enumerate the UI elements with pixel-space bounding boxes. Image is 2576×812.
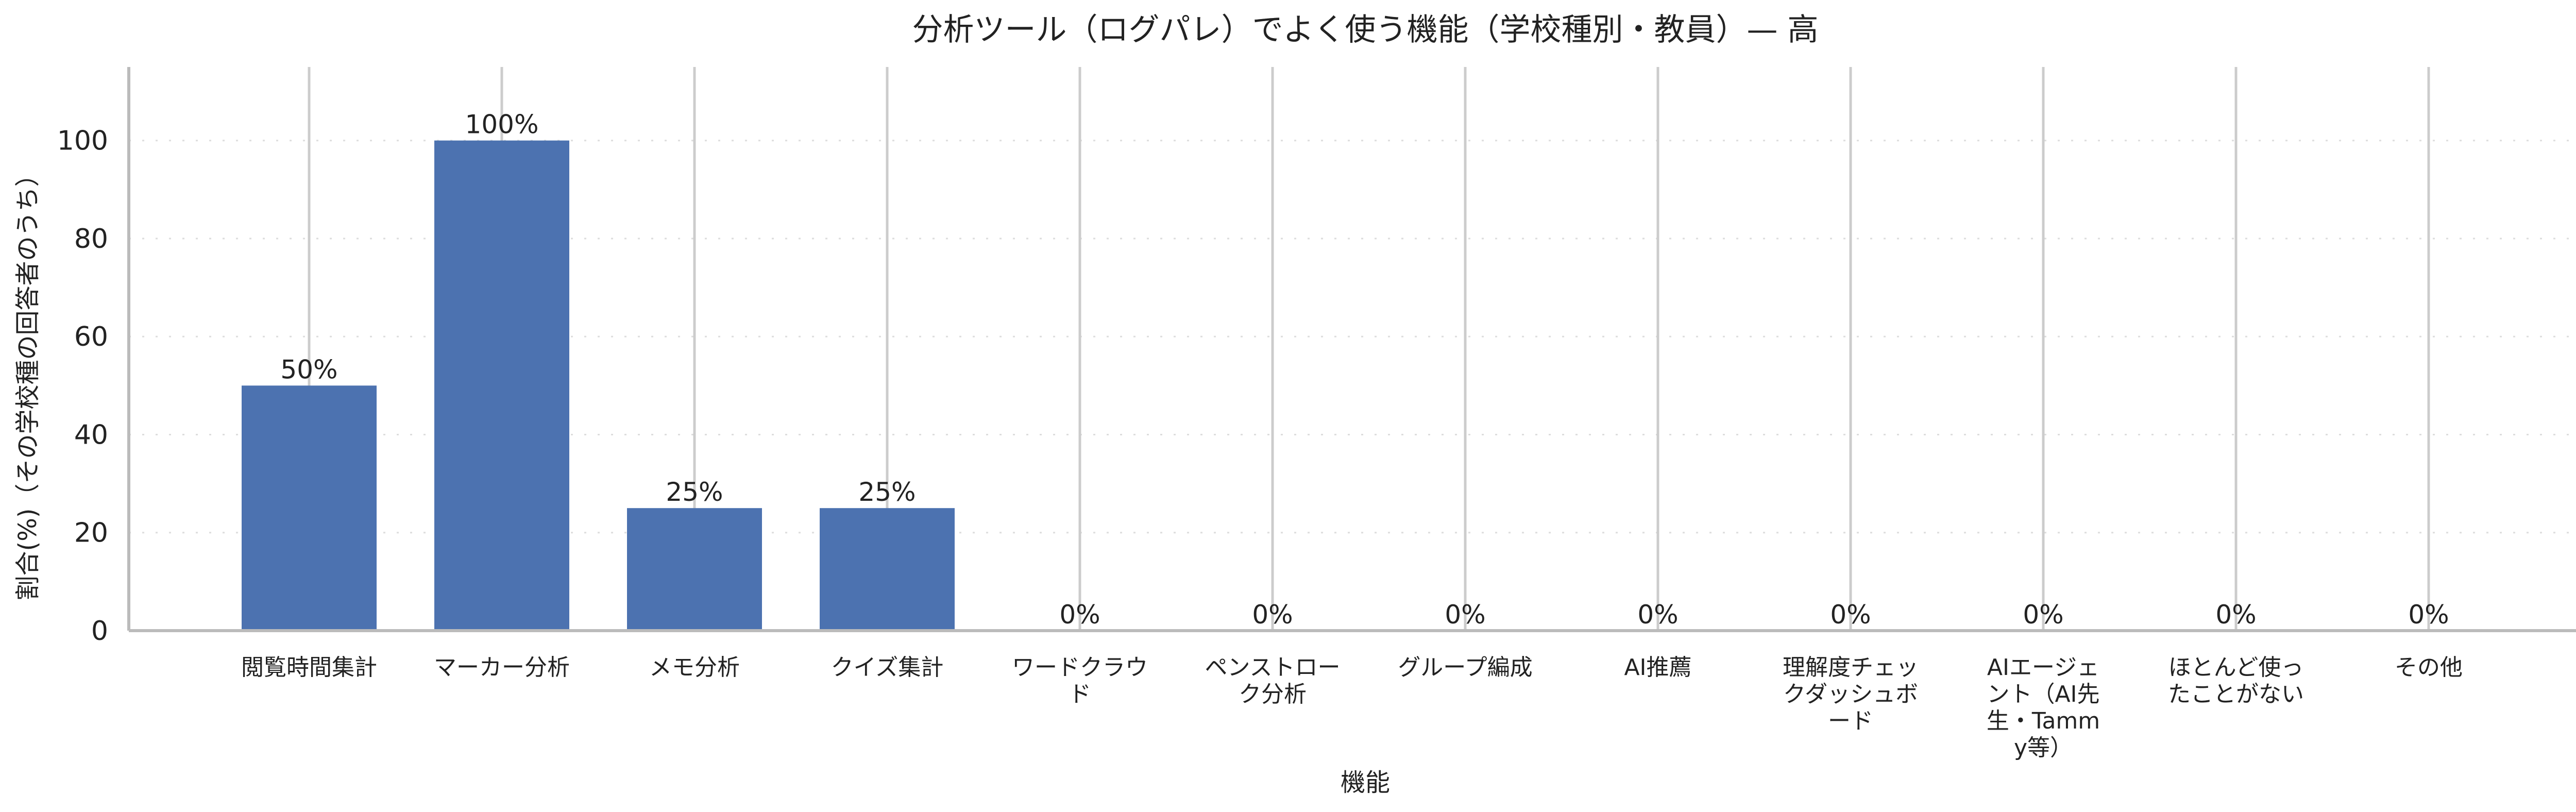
x-tick-label: AIエージェント（AI先生・Tamm y等）: [1987, 654, 2100, 761]
x-tick-label: クイズ集計: [831, 654, 944, 681]
x-tick-label: メモ分析: [649, 654, 740, 681]
y-tick-label: 20: [74, 518, 108, 549]
y-axis-label: 割合(%)（その学校種の回答者のうち）: [13, 162, 42, 600]
x-tick-label: 理解度チェックダッシュボード: [1783, 654, 1919, 734]
x-axis-label: 機能: [1341, 768, 1390, 797]
x-tick-label: その他: [2395, 654, 2463, 681]
y-tick-label: 60: [74, 322, 108, 352]
x-tick-label: AI推薦: [1624, 654, 1691, 681]
data-labels: 50% 100% 25% 25% 0% 0% 0% 0% 0% 0% 0% 0%: [280, 110, 2449, 630]
data-label: 25%: [666, 477, 723, 507]
data-label: 0%: [1252, 600, 1293, 630]
x-tick-label: グループ編成: [1398, 654, 1532, 681]
y-tick-label: 100: [57, 126, 108, 157]
y-tick-label: 80: [74, 224, 108, 255]
chart-title: 分析ツール（ログパレ）でよく使う機能（学校種別・教員）— 高: [912, 12, 1818, 48]
data-label: 0%: [2408, 600, 2449, 630]
y-tick-label: 0: [91, 616, 108, 647]
bar: [820, 508, 955, 631]
data-label: 0%: [2215, 600, 2256, 630]
data-label: 0%: [1637, 600, 1678, 630]
x-tick-label: 閲覧時間集計: [241, 654, 377, 681]
data-label: 0%: [1830, 600, 1871, 630]
x-tick-labels: 閲覧時間集計 マーカー分析 メモ分析 クイズ集計 ワードクラウド ペンストローク分析 グルー…: [241, 654, 2463, 761]
x-tick-label: ほとんど使ったことがない: [2168, 654, 2304, 707]
bar: [627, 508, 762, 631]
data-label: 100%: [465, 110, 539, 140]
x-tick-label: ワードクラウド: [1012, 654, 1148, 707]
x-tick-label: マーカー分析: [434, 654, 570, 681]
data-label: 0%: [1445, 600, 1485, 630]
x-tick-label: ペンストローク分析: [1205, 654, 1340, 707]
data-label: 25%: [858, 477, 916, 507]
data-label: 50%: [280, 354, 337, 384]
axes: [127, 67, 2576, 632]
y-tick-labels: 0 20 40 60 80 100: [57, 126, 108, 647]
data-label: 0%: [2023, 600, 2063, 630]
bar: [242, 385, 377, 631]
bars: [242, 140, 955, 631]
y-tick-label: 40: [74, 419, 108, 450]
bar: [434, 140, 569, 631]
data-label: 0%: [1059, 600, 1100, 630]
